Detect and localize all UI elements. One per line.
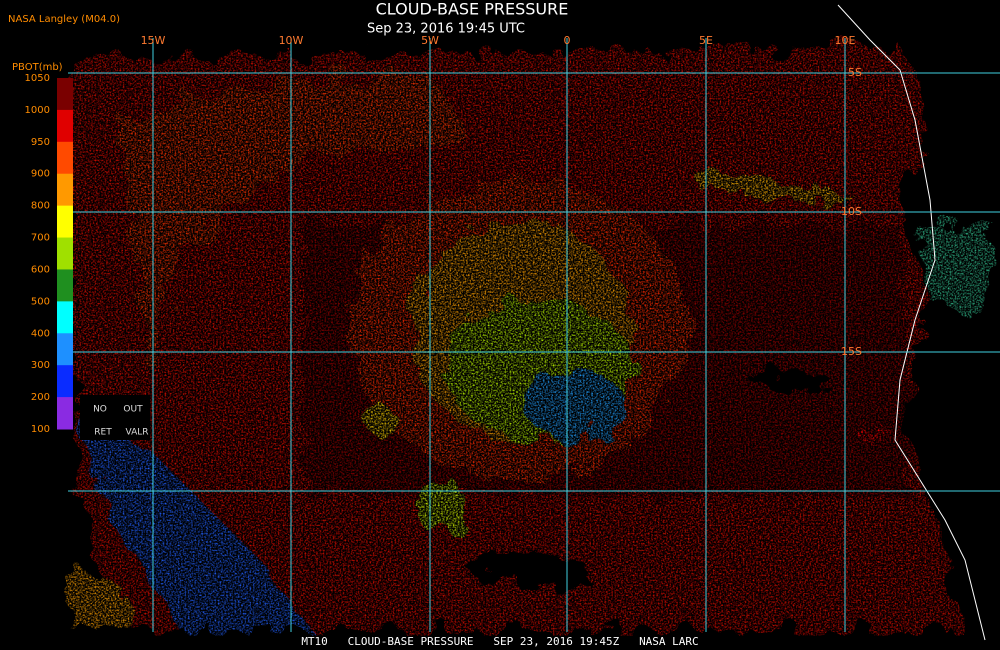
legend-tick-label: 600 — [31, 264, 50, 275]
legend-swatch — [57, 237, 73, 270]
longitude-label: 5E — [699, 34, 713, 47]
legend-tick-label: 500 — [31, 296, 50, 307]
legend-swatch — [57, 333, 73, 366]
longitude-label: 10E — [835, 34, 856, 47]
longitude-label: 0 — [564, 34, 571, 47]
legend-swatch — [57, 301, 73, 334]
legend-tick-label: 1000 — [25, 105, 50, 116]
legend-swatch — [57, 173, 73, 207]
graticule: 15W 10W 5W 0 5E 10E 5S 10S 15S — [68, 34, 1000, 632]
legend-note: OUT — [123, 405, 143, 415]
legend-swatch — [57, 109, 73, 143]
legend-note-box — [80, 395, 150, 440]
satellite-image — [70, 45, 990, 630]
legend-tick-label: 400 — [31, 328, 50, 339]
legend-swatch — [57, 141, 73, 175]
legend-tick-label: 100 — [31, 424, 50, 435]
legend-tick-label: 950 — [31, 137, 50, 148]
latitude-label: 15S — [841, 345, 862, 358]
footer: MT10 CLOUD-BASE PRESSURE SEP 23, 2016 19… — [301, 635, 698, 648]
latitude-label: 10S — [841, 205, 862, 218]
longitude-label: 5W — [421, 34, 439, 47]
legend-tick-label: 800 — [31, 201, 50, 212]
coastline — [837, 4, 986, 641]
legend-note: RET — [94, 428, 112, 438]
legend-tick-label: 700 — [31, 233, 50, 244]
legend-note: VALR — [125, 428, 148, 438]
subtitle: Sep 23, 2016 19:45 UTC — [367, 22, 525, 37]
legend-swatch — [57, 78, 73, 111]
legend-swatch — [57, 397, 73, 430]
legend-tick-label: 1050 — [25, 73, 50, 84]
legend-tick-label: 200 — [31, 392, 50, 403]
legend: 1050 1000 950 900 800 700 600 500 400 300 200 100 NO… — [25, 73, 150, 440]
legend-swatch — [57, 365, 73, 398]
legend-swatch — [57, 205, 73, 239]
legend-note: NO — [93, 405, 107, 415]
legend-swatch — [57, 269, 73, 302]
longitude-label: 10W — [279, 34, 304, 47]
legend-title: PBOT(mb) — [12, 62, 63, 73]
latitude-label: 5S — [848, 66, 862, 79]
longitude-label: 15W — [141, 34, 166, 47]
legend-tick-label: 900 — [31, 169, 50, 180]
title: CLOUD-BASE PRESSURE — [376, 0, 569, 19]
source-label: NASA Langley (M04.0) — [8, 14, 120, 25]
legend-tick-label: 300 — [31, 360, 50, 371]
